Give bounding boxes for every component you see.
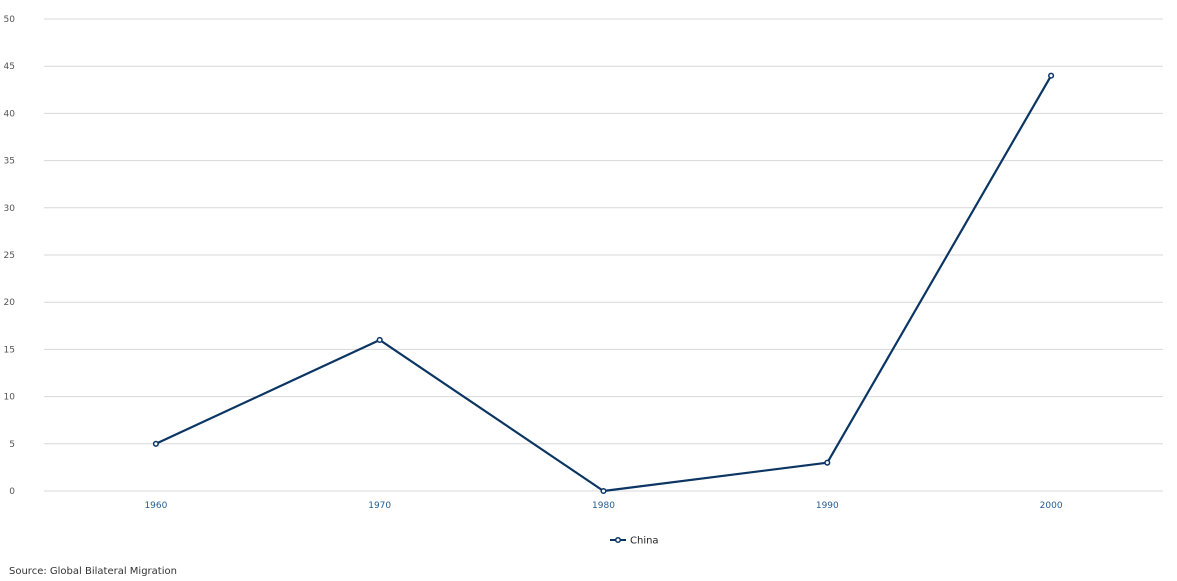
x-axis-ticks: 1960 1970 1980 1990 2000: [144, 501, 1062, 511]
y-tick-label-0: 0: [9, 487, 15, 497]
y-tick-label-40: 40: [4, 109, 16, 119]
legend-label-china: China: [630, 536, 659, 547]
data-point-1960[interactable]: [152, 440, 159, 447]
y-tick-label-20: 20: [4, 298, 16, 308]
line-chart: 0 5 10 15 20 25 30 35 40 45 50 1960 1970 1980 1990 200…: [4, 15, 1163, 547]
y-axis-ticks: 0 5 10 15 20 25 30 35 40 45 50: [4, 15, 16, 497]
y-tick-label-50: 50: [4, 15, 16, 25]
x-tick-label-2000: 2000: [1040, 501, 1063, 511]
series-line-china: [154, 74, 1053, 493]
data-point-1980[interactable]: [600, 487, 607, 495]
data-point-1990[interactable]: [824, 459, 831, 466]
x-tick-label-1990: 1990: [816, 501, 839, 511]
legend[interactable]: China: [610, 536, 659, 547]
legend-marker-icon: [614, 536, 622, 544]
y-tick-label-15: 15: [4, 345, 15, 355]
y-tick-label-30: 30: [4, 204, 16, 214]
series-group: [152, 72, 1055, 495]
y-tick-label-45: 45: [4, 62, 15, 72]
x-tick-label-1970: 1970: [368, 501, 391, 511]
x-tick-label-1980: 1980: [592, 501, 615, 511]
source-note: Source: Global Bilateral Migration: [9, 566, 177, 577]
x-tick-label-1960: 1960: [144, 501, 167, 511]
y-tick-label-35: 35: [4, 157, 15, 167]
y-tick-label-25: 25: [4, 251, 15, 261]
data-point-1970[interactable]: [376, 336, 383, 344]
data-point-2000[interactable]: [1048, 72, 1055, 79]
y-tick-label-5: 5: [9, 440, 15, 450]
y-tick-label-10: 10: [4, 393, 16, 403]
gridlines: [44, 18, 1163, 492]
